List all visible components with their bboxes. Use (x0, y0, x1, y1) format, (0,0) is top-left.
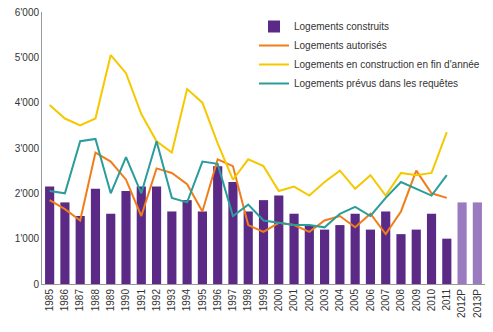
svg-text:2002: 2002 (304, 289, 315, 312)
svg-text:0: 0 (33, 279, 39, 290)
svg-text:2000: 2000 (273, 289, 284, 312)
svg-text:2001: 2001 (288, 289, 299, 312)
svg-text:2005: 2005 (349, 289, 360, 312)
svg-text:2004: 2004 (334, 289, 345, 312)
svg-text:1991: 1991 (136, 289, 147, 312)
svg-text:4'000: 4'000 (15, 97, 40, 108)
svg-text:1990: 1990 (120, 289, 131, 312)
svg-text:1987: 1987 (74, 289, 85, 312)
svg-text:1994: 1994 (181, 289, 192, 312)
svg-text:2007: 2007 (380, 289, 391, 312)
svg-text:1997: 1997 (227, 289, 238, 312)
svg-text:Logements autorisés: Logements autorisés (294, 40, 387, 51)
svg-text:3'000: 3'000 (15, 143, 40, 154)
svg-text:1999: 1999 (258, 289, 269, 312)
svg-text:1992: 1992 (151, 289, 162, 312)
svg-text:6'000: 6'000 (15, 7, 40, 18)
svg-text:2011: 2011 (441, 289, 452, 311)
svg-text:2003: 2003 (319, 289, 330, 312)
svg-text:1985: 1985 (44, 289, 55, 312)
svg-text:1988: 1988 (90, 289, 101, 312)
svg-text:Logements prévus dans les requ: Logements prévus dans les requêtes (294, 78, 458, 89)
svg-text:Logements construits: Logements construits (294, 21, 389, 32)
svg-text:1998: 1998 (242, 289, 253, 312)
svg-text:2'000: 2'000 (15, 188, 40, 199)
svg-text:2010: 2010 (426, 289, 437, 312)
svg-text:2009: 2009 (411, 289, 422, 312)
svg-text:1989: 1989 (105, 289, 116, 312)
svg-text:1'000: 1'000 (15, 233, 40, 244)
svg-text:1996: 1996 (212, 289, 223, 312)
svg-text:2006: 2006 (365, 289, 376, 312)
svg-text:5'000: 5'000 (15, 52, 40, 63)
svg-text:2012P: 2012P (456, 289, 467, 318)
svg-text:2008: 2008 (395, 289, 406, 312)
svg-text:1995: 1995 (197, 289, 208, 312)
svg-text:1993: 1993 (166, 289, 177, 312)
svg-text:1986: 1986 (59, 289, 70, 312)
svg-text:Logements en construction en f: Logements en construction en fin d'année (294, 59, 480, 70)
svg-text:2013P: 2013P (472, 289, 483, 318)
